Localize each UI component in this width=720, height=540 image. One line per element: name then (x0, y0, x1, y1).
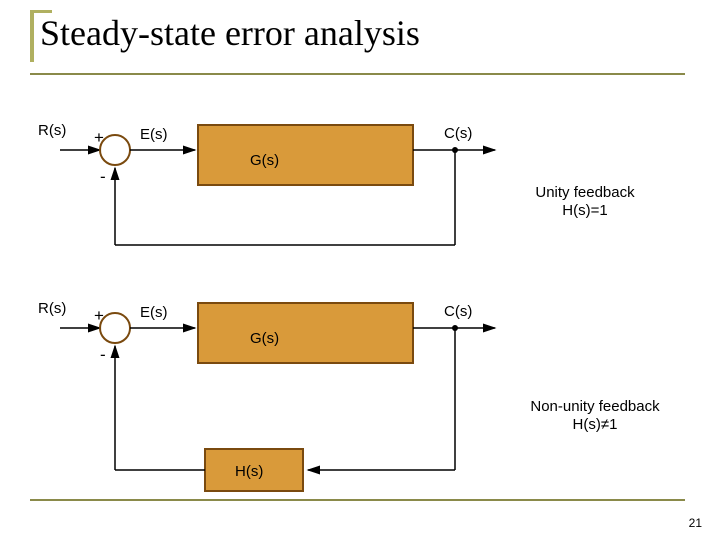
footer-underline (30, 499, 685, 501)
d2-svg: G(s) H(s) (0, 0, 720, 540)
d2-h-label: H(s) (235, 463, 263, 480)
page-number: 21 (689, 516, 702, 530)
d2-g-label: G(s) (250, 330, 279, 347)
